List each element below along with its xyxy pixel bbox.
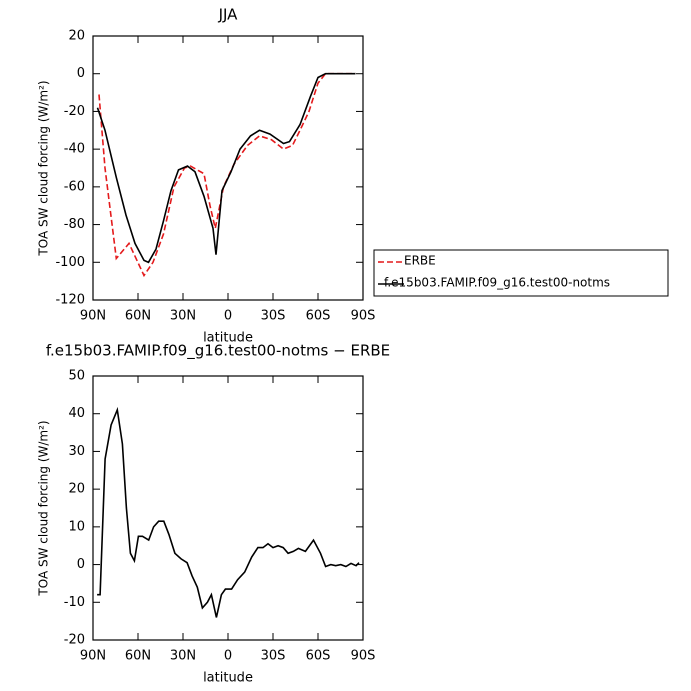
data-line [97, 406, 360, 618]
y-tick-label: -100 [55, 255, 85, 270]
y-tick-label: 20 [68, 482, 85, 497]
x-tick-label: 90N [80, 309, 106, 324]
x-tick-label: 30N [170, 649, 196, 664]
y-tick-label: 30 [68, 444, 85, 459]
data-line [96, 72, 356, 264]
y-tick-label: 40 [68, 406, 85, 421]
x-tick-label: 60N [125, 309, 151, 324]
y-tick-label: -10 [64, 595, 85, 610]
y-tick-label: 50 [68, 369, 85, 384]
y-tick-label: 0 [77, 557, 85, 572]
chart-title: f.e15b03.FAMIP.f09_g16.test00-notms − ER… [46, 342, 390, 361]
legend-label: ERBE [404, 254, 436, 268]
x-tick-label: 90N [80, 649, 106, 664]
y-tick-label: 20 [68, 29, 85, 44]
y-tick-label: -20 [64, 104, 85, 119]
y-axis-label: TOA SW cloud forcing (W/m²) [37, 80, 51, 256]
y-tick-label: 0 [77, 66, 85, 81]
legend-box [373, 249, 669, 297]
chart-title: JJA [218, 6, 239, 24]
x-tick-label: 60S [306, 309, 331, 324]
y-tick-label: -20 [64, 633, 85, 648]
x-tick-label: 0 [224, 309, 232, 324]
x-tick-label: 60N [125, 649, 151, 664]
x-tick-label: 30N [170, 309, 196, 324]
y-tick-label: -120 [55, 293, 85, 308]
x-tick-label: 30S [261, 649, 286, 664]
plot-frame [92, 375, 364, 641]
y-axis-label: TOA SW cloud forcing (W/m²) [37, 420, 51, 596]
x-tick-label: 90S [351, 649, 376, 664]
x-tick-label: 30S [261, 309, 286, 324]
legend-label: f.e15b03.FAMIP.f09_g16.test00-notms [384, 276, 610, 290]
y-tick-label: -40 [64, 142, 85, 157]
x-tick-label: 90S [351, 309, 376, 324]
x-tick-label: 0 [224, 649, 232, 664]
x-axis-label: latitude [203, 671, 253, 686]
data-line [98, 72, 356, 278]
x-tick-label: 60S [306, 649, 331, 664]
y-tick-label: 10 [68, 519, 85, 534]
y-tick-label: -60 [64, 179, 85, 194]
y-tick-label: -80 [64, 217, 85, 232]
x-axis-label: latitude [203, 331, 253, 346]
